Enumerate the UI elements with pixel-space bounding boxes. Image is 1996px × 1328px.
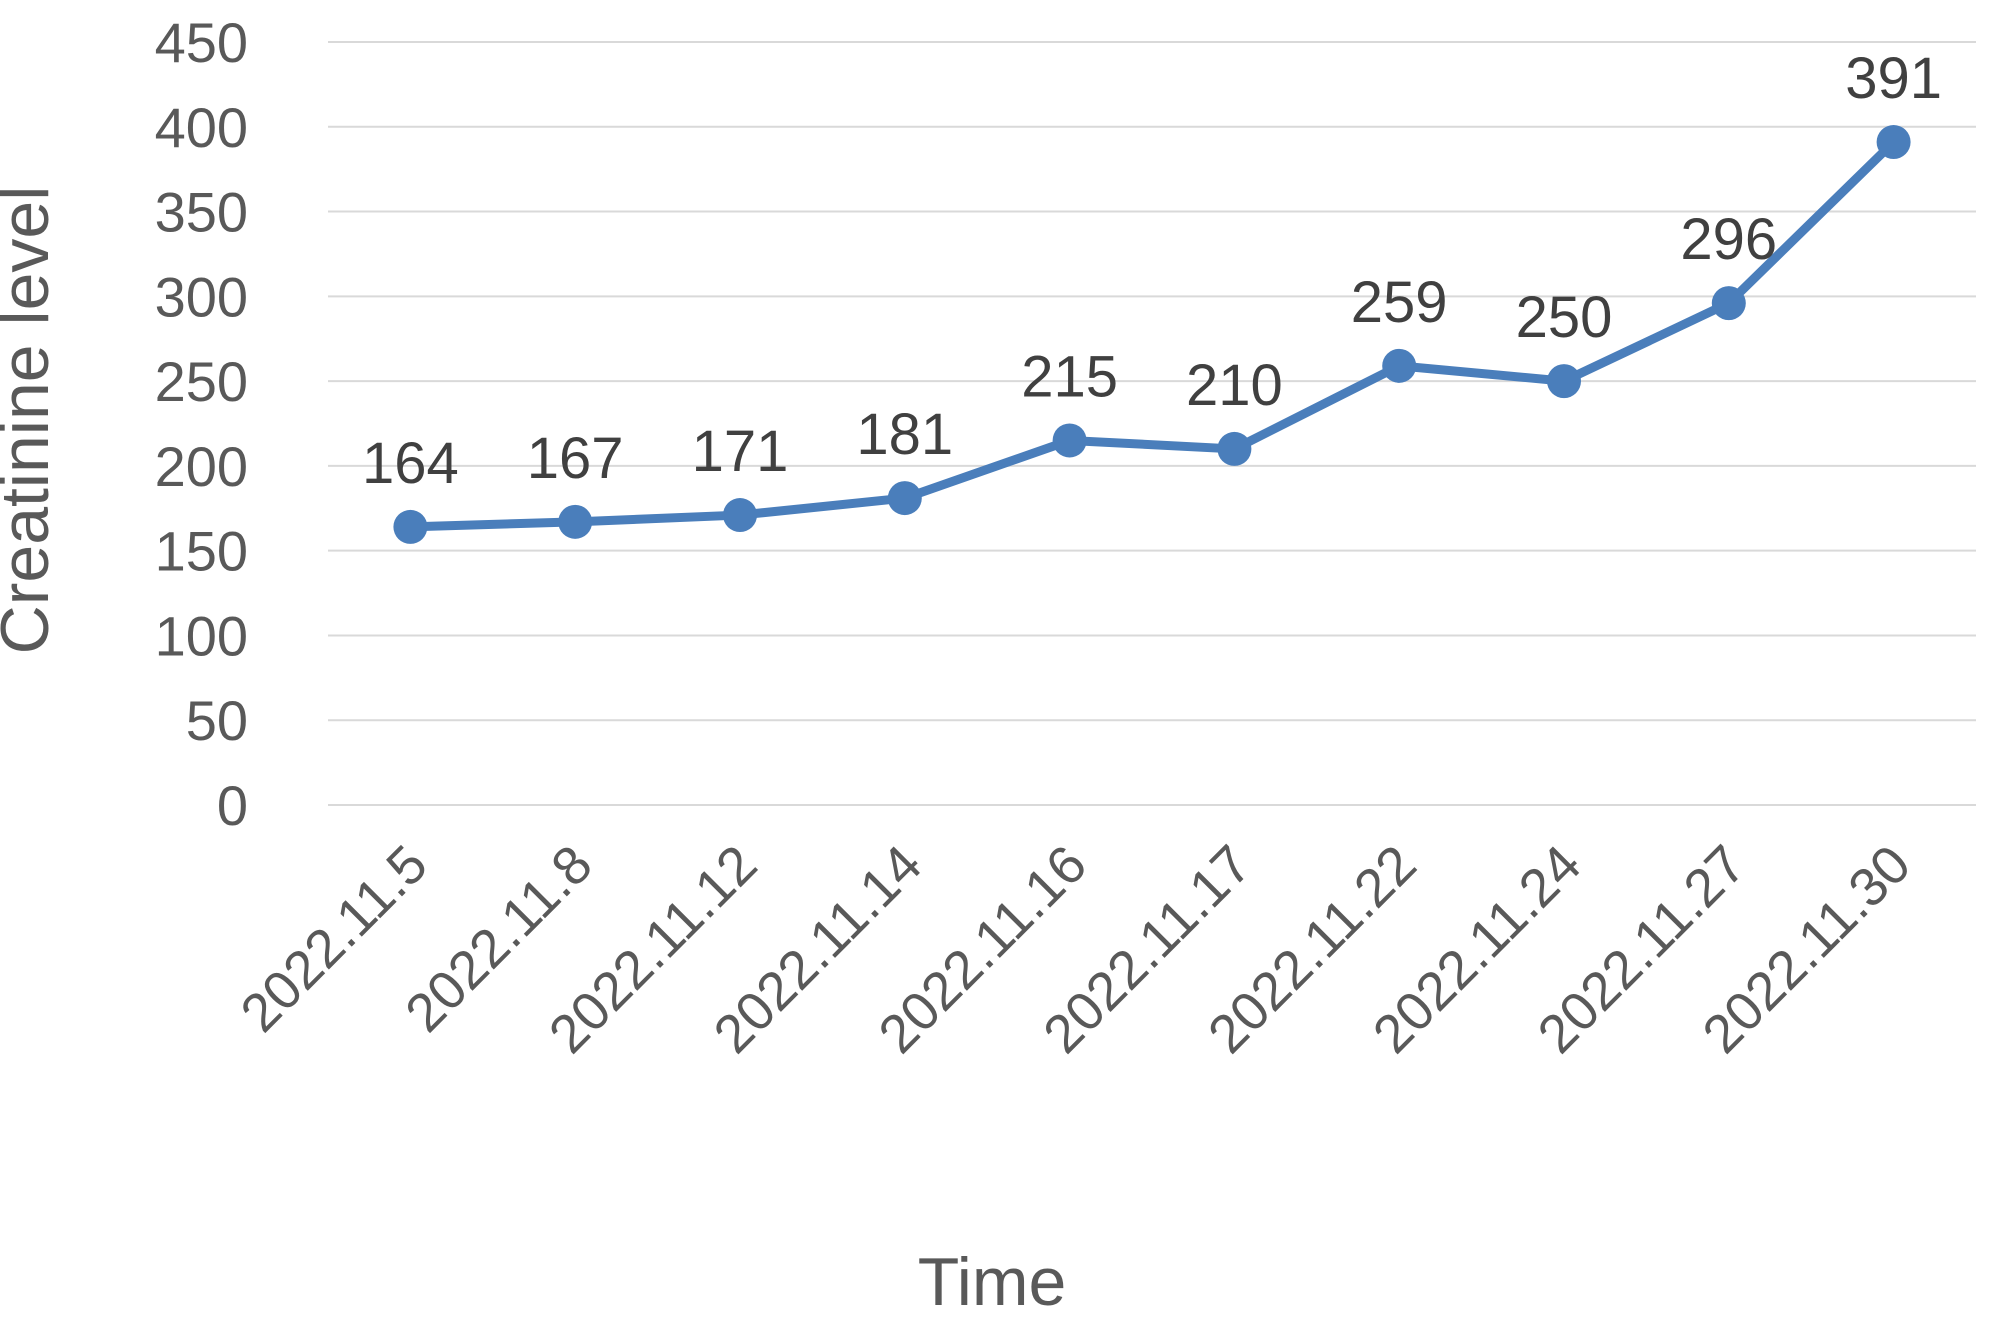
y-tick-label: 50	[186, 689, 248, 752]
y-tick-label: 100	[155, 604, 248, 667]
data-labels: 164 167 171 181 215 210 259 250 296 391	[362, 46, 1942, 496]
data-label: 215	[1021, 344, 1118, 409]
data-label: 391	[1845, 46, 1942, 111]
series-line	[405, 137, 1899, 532]
y-axis-ticks: 0 50 100 150 200 250 300 350 400 450	[155, 11, 248, 837]
data-point	[1217, 431, 1252, 466]
y-tick-label: 350	[155, 181, 248, 244]
data-label: 181	[856, 402, 953, 467]
x-axis-title: Time	[918, 1244, 1067, 1320]
data-label: 210	[1186, 353, 1283, 418]
data-label: 250	[1516, 285, 1613, 350]
series-layer	[393, 125, 1911, 544]
data-point	[1876, 125, 1911, 160]
data-label: 167	[527, 426, 624, 491]
data-point	[723, 498, 757, 533]
y-tick-label: 300	[155, 265, 248, 328]
data-label: 164	[362, 431, 459, 496]
data-point	[558, 504, 593, 539]
y-tick-label: 450	[155, 11, 248, 74]
y-axis-title: Creatinine level	[0, 186, 63, 655]
data-point	[1711, 286, 1746, 321]
y-tick-label: 400	[155, 96, 248, 159]
data-point	[1547, 364, 1581, 399]
data-label: 259	[1351, 270, 1448, 335]
data-point	[887, 481, 922, 516]
y-tick-label: 200	[155, 435, 248, 498]
y-tick-label: 0	[217, 774, 248, 837]
gridlines	[328, 41, 1976, 806]
data-label: 171	[692, 419, 789, 484]
data-point	[1052, 423, 1087, 458]
data-point	[1382, 348, 1417, 383]
data-label: 296	[1680, 207, 1777, 272]
x-axis-ticks: 2022.11.52022.11.82022.11.122022.11.1420…	[229, 834, 1922, 1065]
y-tick-label: 250	[155, 350, 248, 413]
data-point	[393, 509, 428, 544]
y-tick-label: 150	[155, 520, 248, 583]
